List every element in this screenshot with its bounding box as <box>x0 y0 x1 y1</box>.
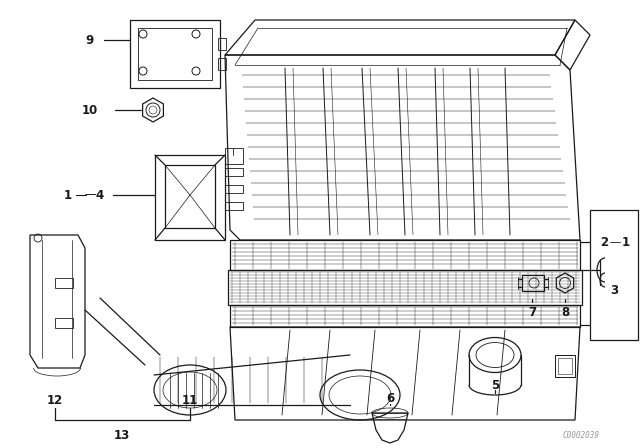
Text: 9: 9 <box>86 34 94 47</box>
Bar <box>230 305 580 327</box>
Bar <box>225 185 243 193</box>
Text: 1: 1 <box>64 189 72 202</box>
Bar <box>555 355 575 377</box>
Bar <box>130 20 220 88</box>
Bar <box>218 58 226 70</box>
Bar <box>225 148 243 164</box>
Text: 1: 1 <box>622 236 630 249</box>
Bar <box>55 278 73 288</box>
Text: 8: 8 <box>561 306 569 319</box>
Text: 4: 4 <box>96 189 104 202</box>
Text: 10: 10 <box>82 103 98 116</box>
Text: 12: 12 <box>47 393 63 406</box>
Text: 6: 6 <box>386 392 394 405</box>
Bar <box>55 318 73 328</box>
Bar <box>230 240 580 270</box>
Text: 2: 2 <box>600 236 608 249</box>
Text: 5: 5 <box>491 379 499 392</box>
Bar <box>138 28 212 80</box>
Text: C0002039: C0002039 <box>563 431 600 439</box>
Bar <box>218 38 226 50</box>
Bar <box>590 210 638 340</box>
Bar <box>225 202 243 210</box>
Bar <box>225 168 243 176</box>
Bar <box>228 270 582 305</box>
Bar <box>558 358 572 374</box>
Text: 11: 11 <box>182 393 198 406</box>
Text: —: — <box>84 189 96 202</box>
Text: 3: 3 <box>610 284 618 297</box>
Bar <box>522 275 544 291</box>
Text: 13: 13 <box>114 428 130 441</box>
Text: 7: 7 <box>528 306 536 319</box>
